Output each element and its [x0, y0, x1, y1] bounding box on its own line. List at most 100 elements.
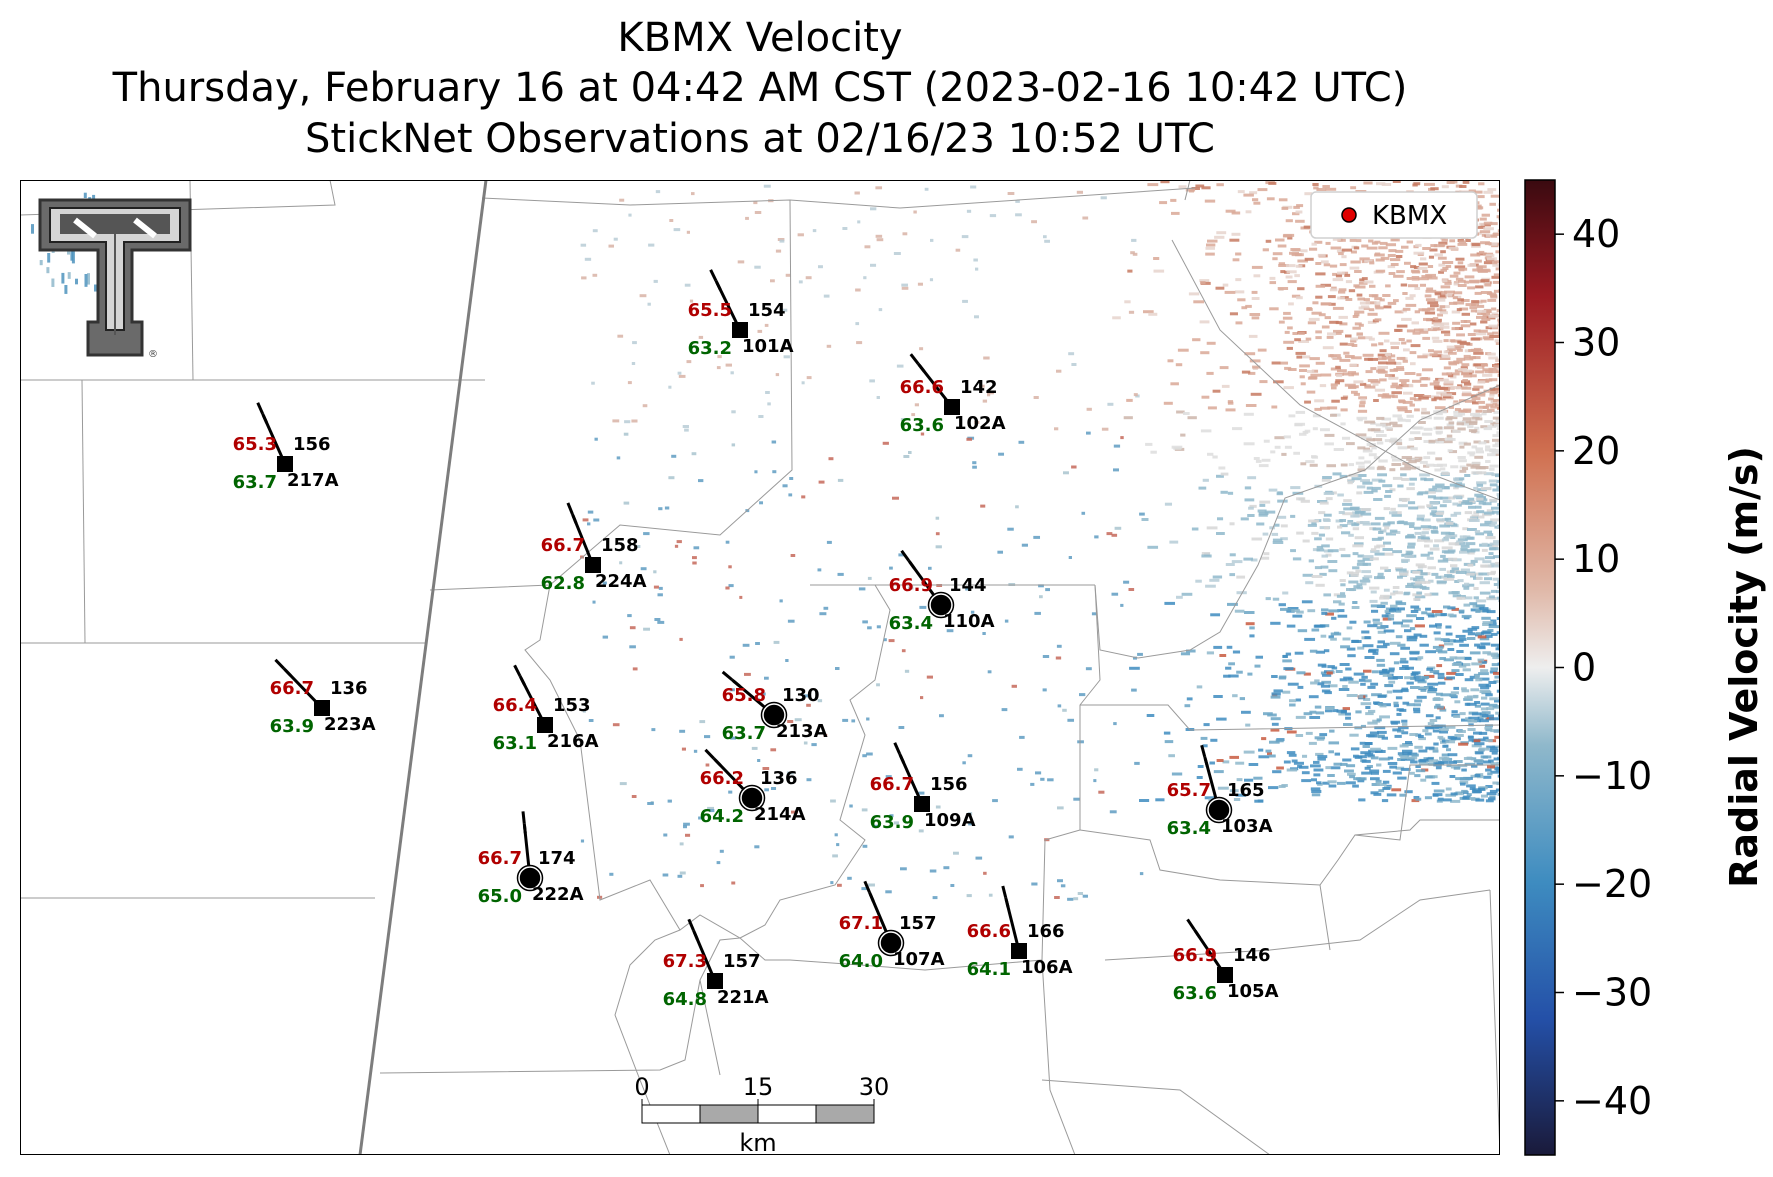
- station-213A[interactable]: 65.8 130 63.7 213A: [721, 670, 828, 744]
- wind-barb-flag: [1203, 758, 1209, 767]
- station-temperature: 66.7: [270, 678, 314, 699]
- wind-barb-flag: [714, 758, 722, 767]
- station-wind-direction: 153: [553, 695, 591, 716]
- station-dewpoint: 63.4: [889, 613, 933, 634]
- station-dewpoint: 63.9: [270, 716, 314, 737]
- map-title: KBMX Velocity: [617, 15, 903, 61]
- station-id: 102A: [954, 413, 1006, 434]
- station-id: 217A: [287, 470, 339, 491]
- wind-barb-flag: [1200, 744, 1207, 758]
- station-marker-square: [944, 399, 960, 415]
- station-id: 216A: [547, 731, 599, 752]
- station-221A[interactable]: 67.3 157 64.8 221A: [663, 918, 769, 1010]
- wind-barb-flag: [918, 364, 926, 373]
- colorbar-tick-label: 10: [1572, 537, 1620, 581]
- map-legend: KBMX: [1310, 191, 1478, 239]
- colorbar-label: Radial Velocity (m/s): [1722, 446, 1766, 888]
- station-marker-square: [1011, 943, 1027, 959]
- station-marker-square: [537, 717, 553, 733]
- station-dewpoint: 63.1: [493, 733, 537, 754]
- station-wind-direction: 136: [330, 678, 368, 699]
- observation-time: StickNet Observations at 02/16/23 10:52 …: [305, 116, 1215, 162]
- station-106A[interactable]: 66.6 166 64.1 106A: [967, 885, 1073, 980]
- wind-barb-flag: [571, 515, 578, 524]
- station-222A[interactable]: 66.7 174 65.0 222A: [478, 811, 584, 907]
- station-102A[interactable]: 66.6 142 63.6 102A: [900, 353, 1006, 436]
- colorbar-tick-label: 40: [1572, 212, 1620, 256]
- station-wind-direction: 130: [782, 685, 820, 706]
- wind-barb-flag: [1004, 899, 1010, 908]
- station-temperature: 67.3: [663, 951, 707, 972]
- station-temperature: 66.7: [541, 535, 585, 556]
- station-109A[interactable]: 66.7 156 63.9 109A: [870, 742, 976, 833]
- station-105A[interactable]: 66.9 146 63.6 105A: [1173, 918, 1279, 1004]
- station-dewpoint: 63.6: [1173, 983, 1217, 1004]
- wind-barb-flag: [262, 414, 269, 424]
- wind-barb-flag: [1001, 885, 1008, 898]
- scale-tick-30: 30: [859, 1073, 890, 1101]
- station-dewpoint: 64.0: [839, 951, 883, 972]
- station-dewpoint: 63.2: [688, 338, 732, 359]
- legend-marker-kbmx: [1341, 207, 1357, 223]
- station-wind-direction: 156: [930, 774, 968, 795]
- station-wind-direction: 174: [538, 848, 576, 869]
- station-id: 221A: [717, 987, 769, 1008]
- station-224A[interactable]: 66.7 158 62.8 224A: [541, 502, 647, 594]
- wind-barb-flag: [909, 353, 920, 365]
- station-marker-circle: [518, 866, 542, 890]
- station-wind-direction: 154: [748, 300, 786, 321]
- station-wind-direction: 165: [1227, 780, 1265, 801]
- station-id: 101A: [742, 336, 794, 357]
- station-107A[interactable]: 67.1 157 64.0 107A: [839, 880, 945, 972]
- station-marker-square: [707, 973, 723, 989]
- station-103A[interactable]: 65.7 165 63.4 103A: [1167, 744, 1273, 839]
- wind-barb-flag: [522, 825, 527, 834]
- station-dewpoint: 63.7: [233, 472, 277, 493]
- station-101A[interactable]: 65.5 154 63.2 101A: [688, 269, 794, 359]
- wind-barb-flag: [721, 670, 733, 681]
- station-dewpoint: 63.6: [900, 415, 944, 436]
- station-marker-square: [732, 322, 748, 338]
- station-110A[interactable]: 66.9 144 63.4 110A: [889, 549, 995, 634]
- station-marker-square: [1217, 967, 1233, 983]
- station-marker-square: [277, 456, 293, 472]
- station-223A[interactable]: 66.7 136 63.9 223A: [270, 658, 376, 737]
- wind-barb-flag: [687, 918, 695, 931]
- station-id: 214A: [754, 804, 806, 825]
- station-temperature: 66.2: [700, 768, 744, 789]
- colorbar-ticks: 40 30 20 10 0 −10 −20 −30 −40: [1555, 212, 1652, 1123]
- map-subtitle: Thursday, February 16 at 04:42 AM CST (2…: [112, 65, 1408, 111]
- colorbar-tick-label: 30: [1572, 321, 1620, 365]
- map-panel[interactable]: ® KBMX 65.5 154 63.2 101A 66.6 142 63.6 102A 65.…: [20, 180, 1500, 1155]
- station-217A[interactable]: 65.3 156 63.7 217A: [233, 402, 339, 493]
- station-dewpoint: 63.7: [722, 723, 766, 744]
- wind-barb-flag: [566, 502, 574, 515]
- colorbar-tick-label: −20: [1572, 862, 1652, 906]
- station-dewpoint: 63.9: [870, 812, 914, 833]
- station-dewpoint: 65.0: [478, 886, 522, 907]
- station-wind-direction: 142: [960, 377, 998, 398]
- svg-text:®: ®: [148, 349, 158, 360]
- station-216A[interactable]: 66.4 153 63.1 216A: [493, 664, 599, 754]
- station-dewpoint: 64.1: [967, 959, 1011, 980]
- wind-barb-flag: [704, 748, 715, 760]
- station-214A[interactable]: 66.2 136 64.2 214A: [700, 748, 806, 827]
- colorbar-tick-label: −40: [1572, 1079, 1652, 1123]
- station-temperature: 66.4: [493, 695, 537, 716]
- scale-tick-0: 0: [634, 1073, 649, 1101]
- texas-tech-logo: ®: [38, 198, 192, 360]
- station-temperature: 66.7: [478, 848, 522, 869]
- station-marker-circle: [740, 786, 764, 810]
- station-marker-circle: [929, 593, 953, 617]
- sticknet-stations: 65.5 154 63.2 101A 66.6 142 63.6 102A 65.3 156 63.…: [233, 269, 1279, 1010]
- station-temperature: 65.7: [1167, 780, 1211, 801]
- station-wind-direction: 166: [1027, 921, 1065, 942]
- station-temperature: 66.6: [967, 921, 1011, 942]
- colorbar-gradient: [1524, 179, 1556, 1156]
- station-marker-circle: [762, 703, 786, 727]
- state-border: [358, 180, 488, 1155]
- scale-unit: km: [739, 1129, 776, 1155]
- station-temperature: 65.5: [688, 300, 732, 321]
- station-temperature: 66.9: [1173, 945, 1217, 966]
- scale-bar: 0 15 30 km: [634, 1073, 889, 1155]
